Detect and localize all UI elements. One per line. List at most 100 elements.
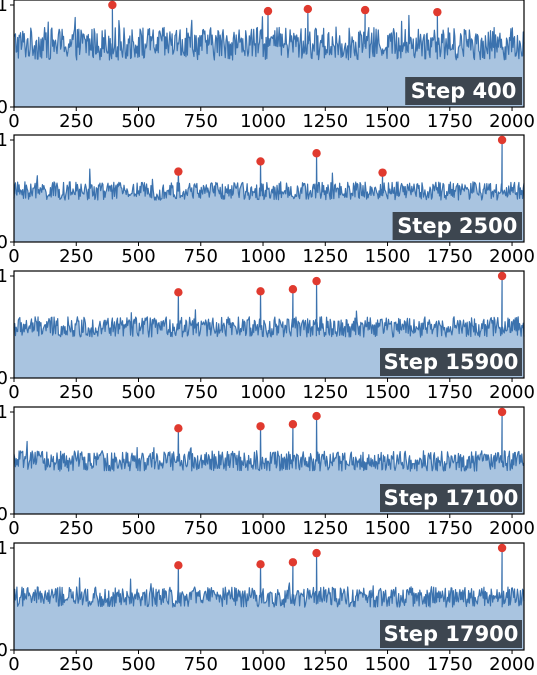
step-badge-label: Step 400	[411, 79, 517, 103]
x-tick-label: 500	[121, 382, 155, 403]
peak-marker-4	[312, 276, 321, 286]
peak-marker-1	[174, 167, 183, 176]
x-tick-label: 1000	[240, 246, 286, 267]
x-tick-label: 1250	[302, 111, 348, 132]
x-tick-label: 500	[121, 518, 155, 539]
x-tick-label: 1750	[427, 654, 473, 675]
x-tick-label: 500	[121, 111, 155, 132]
x-tick-label: 2000	[489, 382, 535, 403]
series-line	[13, 139, 525, 201]
x-tick-label: 2000	[489, 246, 535, 267]
peak-marker-3	[288, 420, 298, 429]
x-tick-label: 2000	[489, 518, 535, 539]
peak-marker-2	[256, 287, 265, 296]
step-badge	[380, 348, 522, 376]
x-tick-label: 250	[59, 246, 93, 267]
peak-marker-1	[174, 424, 183, 433]
x-tick-label: 1500	[365, 518, 411, 539]
plot-frame	[13, 134, 525, 243]
peak-marker-1	[108, 0, 117, 10]
area-fill	[14, 5, 524, 107]
peak-marker-2	[256, 560, 265, 569]
peak-marker-4	[360, 5, 370, 15]
peak-marker-4	[378, 168, 387, 177]
x-tick-label: 0	[8, 111, 19, 132]
step-badge-label: Step 17900	[384, 622, 519, 646]
y-tick-label: 1	[0, 0, 8, 16]
x-tick-label: 2000	[489, 654, 535, 675]
x-tick-label: 1000	[240, 654, 286, 675]
panel-5: 0 1 0 250 500 750 1000 1250 1500 1750 2000 Step 179…	[0, 538, 535, 675]
peak-marker-2	[256, 422, 265, 431]
peak-marker-4	[312, 411, 321, 421]
x-tick-label: 1250	[302, 382, 348, 403]
panel-2: 0 1 0 250 500 750 1000 1250 1500 1750 2000 Step 250…	[0, 130, 535, 267]
peak-marker-1	[174, 561, 183, 570]
x-tick-label: 1000	[240, 382, 286, 403]
y-tick-label: 0	[0, 368, 8, 389]
series-line	[13, 547, 525, 608]
peak-marker-3	[303, 4, 313, 14]
x-tick-label: 1250	[302, 246, 348, 267]
x-tick-label: 1750	[427, 518, 473, 539]
series-line	[13, 4, 525, 61]
y-tick-label: 1	[0, 130, 8, 151]
peak-marker-4	[312, 548, 321, 558]
x-tick-label: 1750	[427, 382, 473, 403]
peak-marker-3	[288, 558, 298, 567]
x-tick-label: 1250	[302, 518, 348, 539]
x-tick-label: 1000	[240, 111, 286, 132]
step-badge-label: Step 15900	[384, 350, 519, 374]
panel-1: 0 1 0 250 500 750 1000 1250 1500 1750 2000 Step 400	[0, 0, 535, 132]
series-line	[13, 275, 525, 338]
x-tick-label: 500	[121, 246, 155, 267]
panel-4: 0 1 0 250 500 750 1000 1250 1500 1750 2000 Step 171…	[0, 402, 535, 539]
peak-marker-5	[497, 271, 507, 281]
x-tick-label: 500	[121, 654, 155, 675]
x-tick-label: 250	[59, 111, 93, 132]
x-tick-label: 1250	[302, 654, 348, 675]
x-tick-label: 250	[59, 382, 93, 403]
x-tick-label: 750	[184, 382, 218, 403]
y-tick-label: 0	[0, 97, 8, 118]
plot-frame	[13, 406, 525, 515]
step-badge	[380, 484, 522, 512]
y-tick-label: 0	[0, 232, 8, 253]
x-tick-label: 250	[59, 654, 93, 675]
y-tick-label: 0	[0, 640, 8, 661]
step-badge	[380, 620, 522, 648]
plot-frame	[13, 0, 525, 108]
x-tick-label: 1750	[427, 111, 473, 132]
y-tick-label: 1	[0, 266, 8, 287]
x-tick-label: 0	[8, 654, 19, 675]
x-tick-label: 750	[184, 654, 218, 675]
x-tick-label: 1500	[365, 111, 411, 132]
panel-3: 0 1 0 250 500 750 1000 1250 1500 1750 2000 Step 159…	[0, 266, 535, 403]
plot-frame	[13, 270, 525, 379]
peak-marker-5	[497, 135, 507, 145]
x-tick-label: 1750	[427, 246, 473, 267]
peak-marker-5	[497, 543, 507, 553]
peak-marker-2	[256, 157, 265, 166]
x-tick-label: 0	[8, 246, 19, 267]
x-tick-label: 0	[8, 382, 19, 403]
peak-marker-3	[312, 149, 321, 158]
peak-marker-5	[433, 7, 442, 17]
x-tick-label: 2000	[489, 111, 535, 132]
x-tick-label: 750	[184, 518, 218, 539]
step-badge	[405, 77, 522, 105]
y-tick-label: 0	[0, 504, 8, 525]
x-tick-label: 0	[8, 518, 19, 539]
plot-frame	[13, 542, 525, 651]
step-badge	[392, 212, 522, 240]
peak-marker-1	[174, 288, 183, 297]
x-tick-label: 1000	[240, 518, 286, 539]
peak-marker-5	[497, 407, 507, 417]
peak-marker-2	[263, 6, 273, 16]
x-tick-label: 1500	[365, 382, 411, 403]
peak-marker-3	[288, 285, 298, 294]
x-tick-label: 750	[184, 111, 218, 132]
step-badge-label: Step 17100	[384, 486, 519, 510]
series-line	[13, 411, 525, 472]
